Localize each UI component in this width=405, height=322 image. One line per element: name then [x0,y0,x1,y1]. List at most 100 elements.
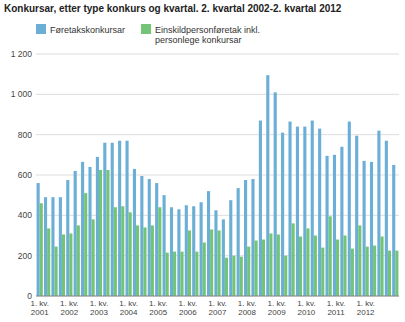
bar [306,228,309,296]
bar [266,75,269,296]
x-axis: 1. kv.20011. kv.20021. kv.20031. kv.2004… [30,296,399,317]
bar [373,246,376,296]
legend: Føretakskonkursar Einskildpersonføretak i… [36,24,260,45]
bar [47,228,50,296]
bar [299,237,302,296]
bar [111,143,114,296]
bar [274,92,277,296]
bar [207,191,210,296]
legend-label-line: Einskildpersonføretak inkl. [155,25,260,35]
bar [329,216,332,296]
x-tick-label-line: 1. kv. [60,299,79,308]
bar [262,240,265,296]
bar [188,230,191,296]
bar [125,141,128,296]
bar [240,257,243,296]
x-tick-label: 1. kv.2001 [30,299,49,317]
legend-item: Einskildpersonføretak inkl.personlege ko… [141,24,260,45]
bar [269,233,272,296]
bar [355,136,358,296]
legend-item: Føretakskonkursar [36,24,125,35]
bar [151,225,154,296]
legend-swatch [36,24,46,34]
bar [222,219,225,296]
bar [37,183,40,296]
bar [74,171,77,296]
grid-line [36,134,399,135]
bar [326,156,329,296]
x-tick-label-line: 2004 [120,308,138,317]
x-tick-label-line: 1. kv. [297,299,316,308]
x-tick-label-line: 2010 [297,308,315,317]
x-tick-label: 1. kv.2012 [356,299,375,317]
bar [232,256,235,296]
bar [333,155,336,296]
y-tick-label: 800 [18,130,32,140]
bar [377,131,380,296]
x-tick-label: 1. kv.2008 [238,299,257,317]
bar [96,157,99,296]
bar [288,122,291,296]
x-tick-label-line: 2006 [179,308,197,317]
bar [244,180,247,296]
bar [103,143,106,296]
bar [158,207,161,296]
bar [66,180,69,296]
bar [321,248,324,296]
bar [214,210,217,296]
x-tick-label-line: 2005 [149,308,167,317]
y-tick-label: 200 [18,251,32,261]
bar [366,247,369,296]
bar [155,183,158,296]
x-tick-label-line: 1. kv. [208,299,227,308]
bar [84,193,87,296]
bar [133,169,136,296]
bar [255,241,258,296]
bar [166,253,169,296]
chart: Konkursar, etter type konkurs og kvartal… [0,0,405,322]
bar [340,147,343,296]
bar [259,121,262,296]
x-tick-label: 1. kv.2003 [90,299,109,317]
bar [203,243,206,296]
bar [296,127,299,296]
bar [62,234,65,296]
x-tick-label-line: 2009 [268,308,286,317]
x-tick-label-line: 1. kv. [327,299,346,308]
x-tick-label: 1. kv.2005 [149,299,168,317]
x-tick-label-line: 2002 [60,308,78,317]
bar [318,129,321,296]
bar [140,176,143,296]
bar [92,219,95,296]
bar [77,225,80,296]
bar [55,247,58,296]
bar [251,179,254,296]
bar [180,252,183,296]
bar [358,225,361,296]
grid-line [36,54,399,55]
bar [40,203,43,296]
x-tick-label-line: 2011 [327,308,345,317]
y-tick-label: 1 000 [11,89,33,99]
bar [210,229,213,296]
bar [118,141,121,296]
bar [311,121,314,296]
bar [163,195,166,296]
bar [385,141,388,296]
bar [351,249,354,296]
x-tick-label: 1. kv.2006 [179,299,198,317]
legend-label: Føretakskonkursar [50,25,125,35]
bar [185,205,188,296]
x-tick-label: 1. kv.2010 [297,299,316,317]
x-tick-label-line: 2003 [90,308,108,317]
x-tick-label-line: 1. kv. [149,299,168,308]
bar [69,233,72,296]
x-tick-label-line: 1. kv. [30,299,49,308]
bar [88,167,91,296]
bar [292,223,295,296]
bar [143,227,146,296]
bar [237,188,240,296]
x-tick-label-line: 2008 [238,308,256,317]
y-tick-label: 400 [18,210,32,220]
bar [59,197,62,296]
